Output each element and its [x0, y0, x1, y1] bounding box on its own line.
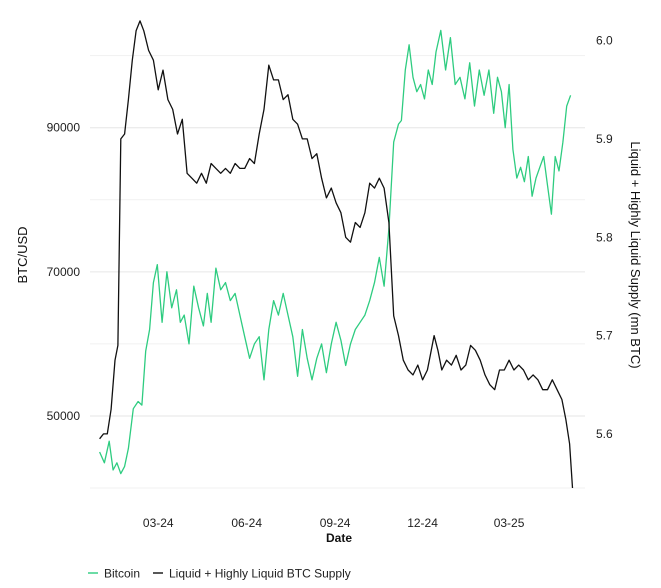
x-tick-label: 12-24: [407, 516, 438, 530]
legend: Bitcoin Liquid + Highly Liquid BTC Suppl…: [88, 567, 351, 581]
y-tick-label: 70000: [47, 265, 81, 279]
x-tick-label: 09-24: [320, 516, 351, 530]
y2-tick-label: 5.7: [596, 329, 613, 343]
y-axis-title: BTC/USD: [15, 226, 30, 283]
grid: [90, 55, 585, 489]
x-axis-title: Date: [326, 531, 352, 545]
y2-tick-label: 5.8: [596, 230, 613, 244]
x-tick-label: 06-24: [231, 516, 262, 530]
y2-axis-title: Liquid + Highly Liquid Supply (mn BTC): [628, 141, 643, 368]
y2-tick-label: 6.0: [596, 34, 613, 48]
x-tick-label: 03-25: [494, 516, 525, 530]
x-tick-label: 03-24: [143, 516, 174, 530]
series-layer: [99, 20, 574, 489]
legend-label-supply: Liquid + Highly Liquid BTC Supply: [169, 567, 351, 581]
y2-tick-label: 5.9: [596, 132, 613, 146]
y-tick-label: 50000: [47, 409, 81, 423]
series-line-liquid-supply: [99, 20, 574, 489]
series-line-bitcoin: [99, 29, 572, 475]
tick-labels: 03-24 06-24 09-24 12-24 03-25 50000 70000 90000…: [47, 34, 613, 530]
y2-tick-label: 5.6: [596, 427, 613, 441]
y-tick-label: 90000: [47, 121, 81, 135]
legend-label-bitcoin: Bitcoin: [104, 567, 140, 581]
